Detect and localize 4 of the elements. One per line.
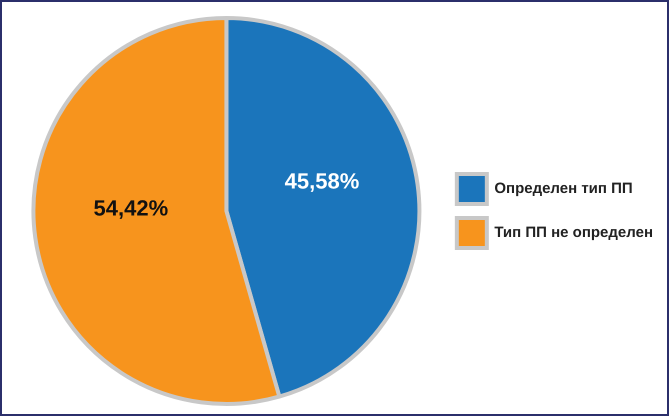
legend-label: Тип ПП не определен (494, 224, 654, 242)
legend-label: Определен тип ПП (494, 180, 633, 198)
data-label: 45,58% (284, 168, 360, 194)
data-label: 54,42% (94, 195, 168, 220)
